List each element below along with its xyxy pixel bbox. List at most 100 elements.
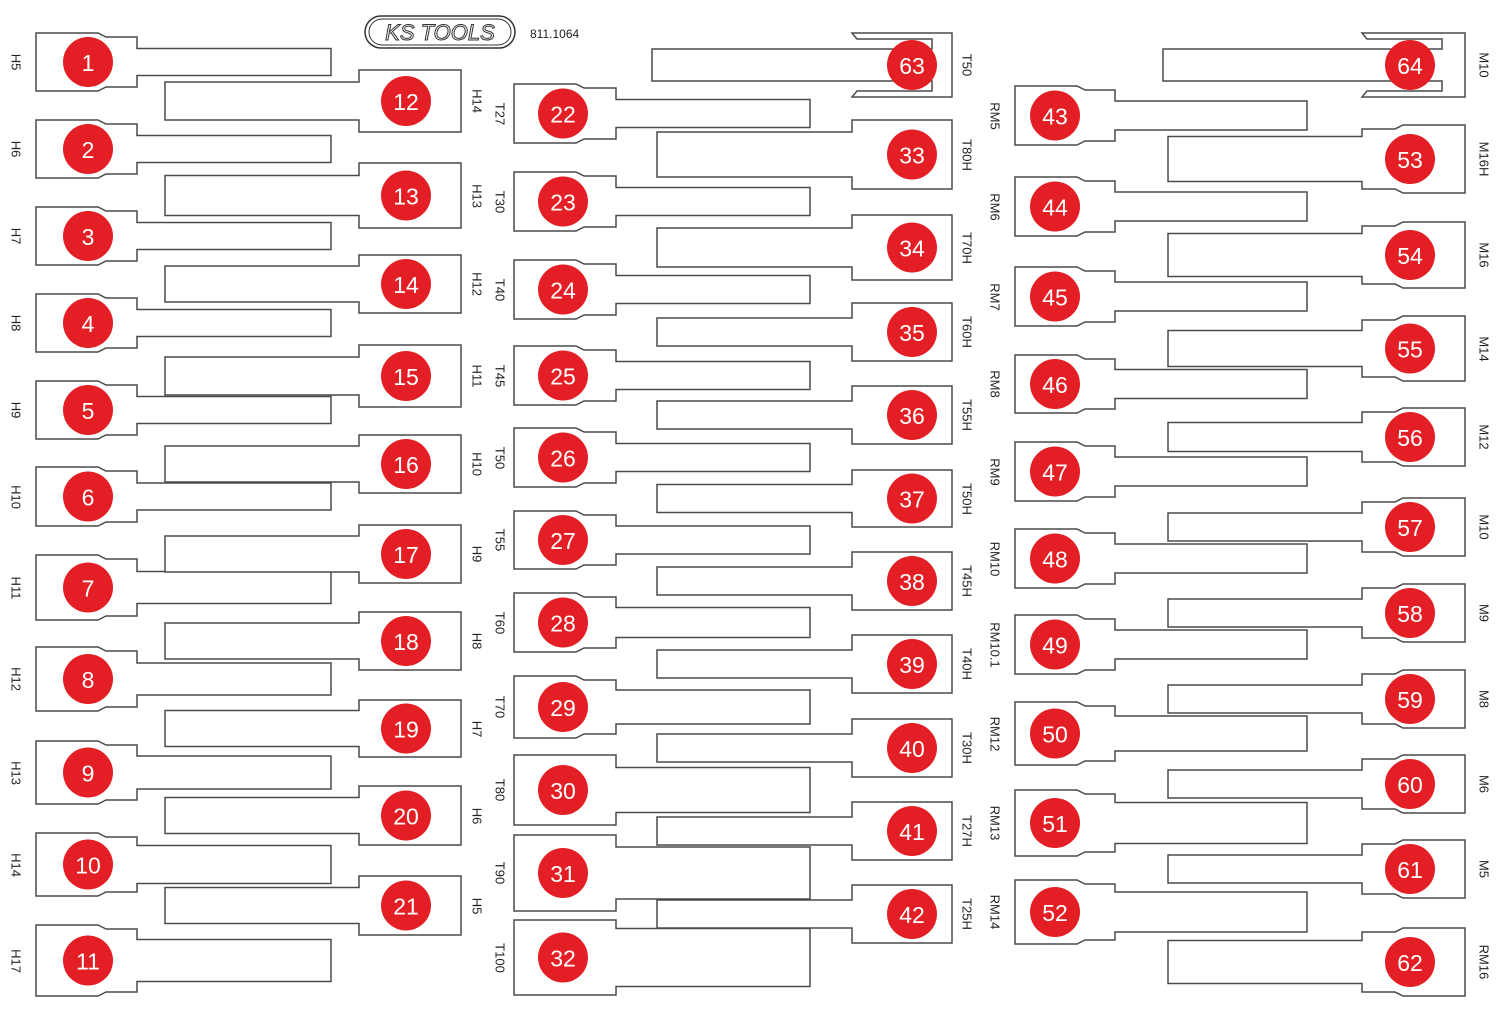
slot-outline [1162,32,1466,98]
tool-slot-45: 45 [1014,266,1308,327]
slot-outline [656,551,953,611]
slot-outline [656,214,953,281]
size-label: H13 [469,183,485,208]
tool-slot-40: 40 [656,718,953,778]
number-badge [887,40,937,90]
tool-slot-31: 31 [513,834,811,912]
badge-number: 45 [1042,285,1068,311]
badge-number: 5 [82,398,95,424]
badge-number: 21 [393,894,419,920]
badge-number: 26 [550,446,576,472]
size-label: T45H [959,565,975,597]
size-label: RM5 [987,101,1003,130]
tool-slot-11: 11 [35,924,332,997]
size-label: H6 [8,140,24,158]
size-label: T40 [492,278,508,301]
size-label: T55 [492,528,508,552]
size-label: M10 [1476,514,1492,540]
number-badge [538,350,588,401]
number-badge [887,222,937,273]
size-label: RM8 [987,370,1003,398]
badge-number: 53 [1397,147,1423,173]
badge-number: 10 [75,853,101,879]
slot-outline [513,83,811,144]
number-badge [887,556,937,606]
number-badge [538,264,588,315]
tool-slot-28: 28 [513,592,811,653]
number-badge [63,124,113,174]
size-label: T60H [959,316,975,348]
number-badge [538,597,588,648]
number-badge [381,616,431,666]
tool-slot-35: 35 [656,302,953,362]
number-badge [381,259,431,309]
number-badge [538,848,588,898]
size-label: RM7 [987,282,1003,311]
tool-slot-60: 60 [1167,754,1466,814]
size-label: M5 [1476,859,1492,879]
badge-number: 63 [899,53,925,79]
slot-outline [35,554,332,621]
size-label: M6 [1476,774,1492,794]
badge-number: 34 [899,236,925,262]
tool-slot-29: 29 [513,675,811,739]
slot-outline [1014,266,1308,327]
tool-slot-23: 23 [513,171,811,232]
number-badge [1030,533,1080,584]
tool-slot-13: 13 [164,162,462,229]
number-badge [538,432,588,483]
badge-number: 57 [1397,515,1423,541]
number-badge [1030,90,1080,141]
tool-slot-27: 27 [513,510,811,570]
size-label: M16 [1476,242,1492,268]
size-label: T40H [959,648,975,680]
size-label: RM6 [987,192,1003,221]
number-badge [1385,759,1435,809]
size-label: T80 [492,778,508,802]
number-badge [63,211,113,261]
number-badge [538,176,588,227]
badge-number: 20 [393,804,419,830]
badge-number: 30 [550,778,576,804]
slot-outline [1014,879,1308,945]
size-label: T55H [959,399,975,431]
badge-number: 48 [1042,547,1068,573]
tool-slot-15: 15 [164,344,462,408]
number-badge [538,88,588,139]
slot-outline [1014,528,1308,589]
tool-slot-26: 26 [513,427,811,488]
badge-number: 7 [82,576,95,602]
size-label: T30H [959,732,975,764]
size-label: H9 [469,545,485,563]
size-label: M10 [1476,52,1492,78]
number-badge [887,806,937,856]
slot-outline [1014,614,1308,675]
number-badge [887,307,937,357]
badge-number: 40 [899,736,925,762]
tool-slot-41: 41 [656,801,953,861]
size-label: H11 [469,364,485,388]
slot-outline [513,427,811,488]
number-badge [1030,708,1080,759]
tool-slot-49: 49 [1014,614,1308,675]
slot-outline [1014,789,1308,857]
tool-slot-37: 37 [656,469,953,528]
number-badge [63,935,113,986]
size-label: M16H [1476,141,1492,177]
badge-number: 59 [1397,687,1423,713]
tool-slot-32: 32 [513,919,811,996]
tool-slot-52: 52 [1014,879,1308,945]
badge-number: 28 [550,611,576,637]
size-label: RM16 [1476,944,1492,980]
badge-number: 43 [1042,104,1068,130]
badge-number: 35 [899,320,925,346]
badge-number: 46 [1042,372,1068,398]
slot-outline [1014,85,1308,146]
tool-slot-57: 57 [1167,497,1466,557]
size-label: T30 [492,190,508,213]
number-badge [381,880,431,931]
number-badge [1385,674,1435,724]
size-label: T50H [959,482,975,515]
badge-number: 8 [82,667,95,693]
